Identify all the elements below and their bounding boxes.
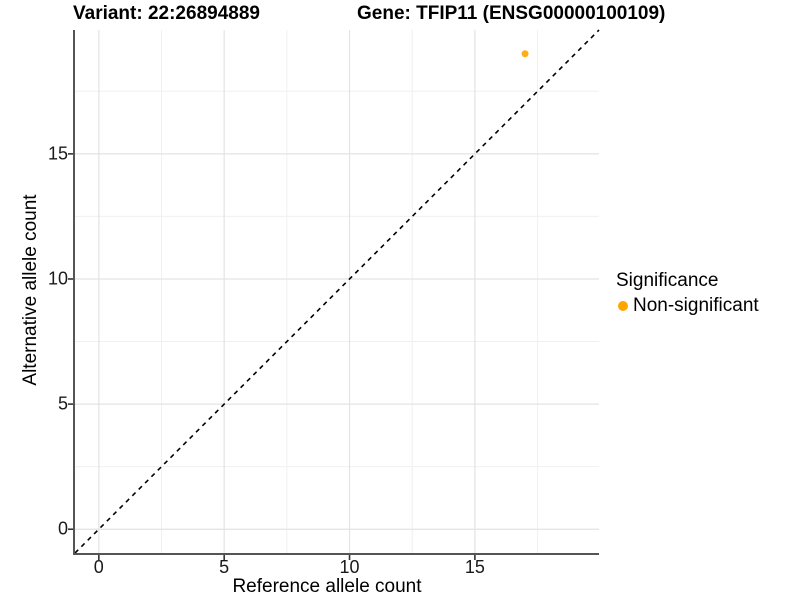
legend-marker-circle-icon — [618, 301, 628, 311]
legend-item-label: Non-significant — [633, 295, 759, 316]
x-tick-label: 10 — [339, 557, 360, 577]
identity-line — [74, 29, 600, 554]
legend-title: Significance — [616, 270, 719, 291]
x-tick-label: 15 — [464, 557, 485, 577]
x-axis-title: Reference allele count — [232, 576, 422, 597]
y-tick-label: 15 — [47, 143, 68, 164]
y-axis-title: Alternative allele count — [20, 194, 41, 386]
y-tick-label: 5 — [57, 393, 68, 414]
variant-title: Variant: 22:26894889 — [73, 3, 260, 24]
legend-item: Non-significant — [616, 295, 759, 317]
gene-title: Gene: TFIP11 (ENSG00000100109) — [357, 3, 666, 24]
legend: Significance Non-significant — [616, 270, 759, 317]
y-tick-label: 0 — [57, 518, 68, 539]
data-point — [521, 50, 529, 58]
legend-items: Non-significant — [616, 295, 759, 317]
y-tick-label: 10 — [47, 268, 68, 289]
x-tick-label: 0 — [93, 557, 104, 577]
x-tick-label: 5 — [219, 557, 230, 577]
